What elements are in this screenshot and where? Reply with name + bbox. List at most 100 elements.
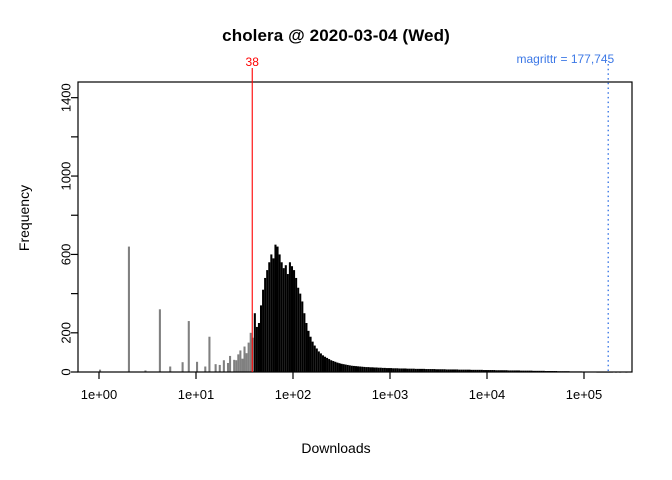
histogram-bar <box>323 356 327 372</box>
histogram-bar <box>400 368 403 372</box>
histogram-bar <box>435 369 438 372</box>
histogram-bar <box>439 369 442 372</box>
histogram-bar <box>272 258 275 372</box>
histogram-bar <box>423 368 426 372</box>
histogram-bar <box>454 369 457 372</box>
histogram-bar <box>253 313 256 372</box>
histogram-bar <box>330 360 333 372</box>
histogram-bar <box>226 362 230 372</box>
x-tick-label: 1e+01 <box>178 387 215 402</box>
histogram-bar <box>352 365 355 372</box>
histogram-bar <box>255 326 258 372</box>
histogram-bar <box>433 369 436 372</box>
histogram-bar <box>437 369 440 372</box>
histogram-bar <box>509 370 512 372</box>
histogram-bar <box>418 368 421 372</box>
histogram-bar <box>276 246 279 372</box>
histogram-bar <box>311 341 314 372</box>
x-tick-label: 1e+03 <box>372 387 409 402</box>
histogram-bar <box>394 368 397 372</box>
histogram-bar <box>365 367 368 372</box>
histogram-bar <box>187 321 190 372</box>
y-tick-label: 1400 <box>59 83 74 112</box>
histogram-bar <box>169 366 172 372</box>
histogram-bar <box>328 359 331 372</box>
histogram-bar <box>482 370 485 372</box>
histogram-bar <box>402 368 405 372</box>
histogram-bar <box>336 362 339 372</box>
histogram-bar <box>249 332 252 372</box>
histogram-bar <box>499 370 502 372</box>
histogram-bar <box>530 370 533 372</box>
histogram-bar <box>284 265 287 372</box>
histogram-bar <box>315 348 318 372</box>
x-tick-label: 1e+02 <box>275 387 312 402</box>
histogram-bar <box>290 266 294 372</box>
histogram-bar <box>144 370 147 372</box>
histogram-bar <box>270 254 273 372</box>
y-tick-label: 600 <box>59 244 74 266</box>
histogram-bar <box>468 369 471 372</box>
x-tick-label: 1e+04 <box>469 387 506 402</box>
histogram-bar <box>408 368 411 372</box>
histogram-bar <box>204 366 207 372</box>
histogram-bar <box>359 366 362 372</box>
y-axis-label: Frequency <box>16 184 32 252</box>
histogram-bar <box>420 368 424 372</box>
histogram-bar <box>235 360 238 372</box>
histogram-bar <box>379 367 382 372</box>
x-tick-label: 1e+00 <box>81 387 118 402</box>
histogram-bar <box>445 369 448 372</box>
histogram-bar <box>456 369 459 372</box>
histogram-bar <box>127 246 130 372</box>
histogram-bar <box>280 262 283 372</box>
histogram-bar <box>375 367 378 372</box>
histogram-bar <box>412 368 415 372</box>
histogram-bar <box>239 350 242 372</box>
histogram-bar <box>340 363 343 372</box>
y-tick-label: 1000 <box>59 162 74 191</box>
histogram-bar <box>297 287 300 372</box>
histogram-bar <box>369 367 372 372</box>
histogram-bar <box>505 370 508 372</box>
x-axis-label: Downloads <box>301 440 371 456</box>
histogram-bar <box>503 370 506 372</box>
histogram-bar <box>398 368 401 372</box>
histogram-bar <box>520 370 523 372</box>
histogram-bar <box>387 368 391 372</box>
histogram-bar <box>392 368 395 372</box>
histogram-bar <box>497 370 500 372</box>
histogram-bar <box>357 366 360 372</box>
x-tick-label: 1e+05 <box>566 387 603 402</box>
histogram-bar <box>344 364 347 372</box>
histogram-bar <box>474 369 477 372</box>
plot-axes <box>71 81 633 379</box>
histogram-bar <box>286 274 289 372</box>
histogram-bar <box>348 365 351 372</box>
histogram-bar <box>470 369 473 372</box>
histogram-bar <box>257 323 260 372</box>
histogram-bar <box>449 369 452 372</box>
histogram-bar <box>513 370 516 372</box>
cholera-marker-label: 38 <box>245 55 259 69</box>
histogram-bar <box>301 301 304 372</box>
histogram-bar <box>237 354 240 372</box>
histogram-bar <box>451 369 455 372</box>
histogram-bar <box>522 370 525 372</box>
histogram-bar <box>266 270 269 372</box>
histogram-bar <box>458 369 461 372</box>
histogram-bar <box>528 370 531 372</box>
histogram-bar <box>410 368 413 372</box>
histogram-bar <box>381 367 384 372</box>
histogram-bar <box>218 364 221 372</box>
histogram-bar <box>383 367 386 372</box>
histogram-bar <box>414 368 417 372</box>
histogram-bar <box>208 336 211 372</box>
histogram-bar <box>259 305 263 372</box>
page-title: cholera @ 2020-03-04 (Wed) <box>222 26 450 45</box>
histogram-bar <box>462 369 465 372</box>
histogram-bar <box>363 366 366 372</box>
histogram-bar <box>431 369 434 372</box>
